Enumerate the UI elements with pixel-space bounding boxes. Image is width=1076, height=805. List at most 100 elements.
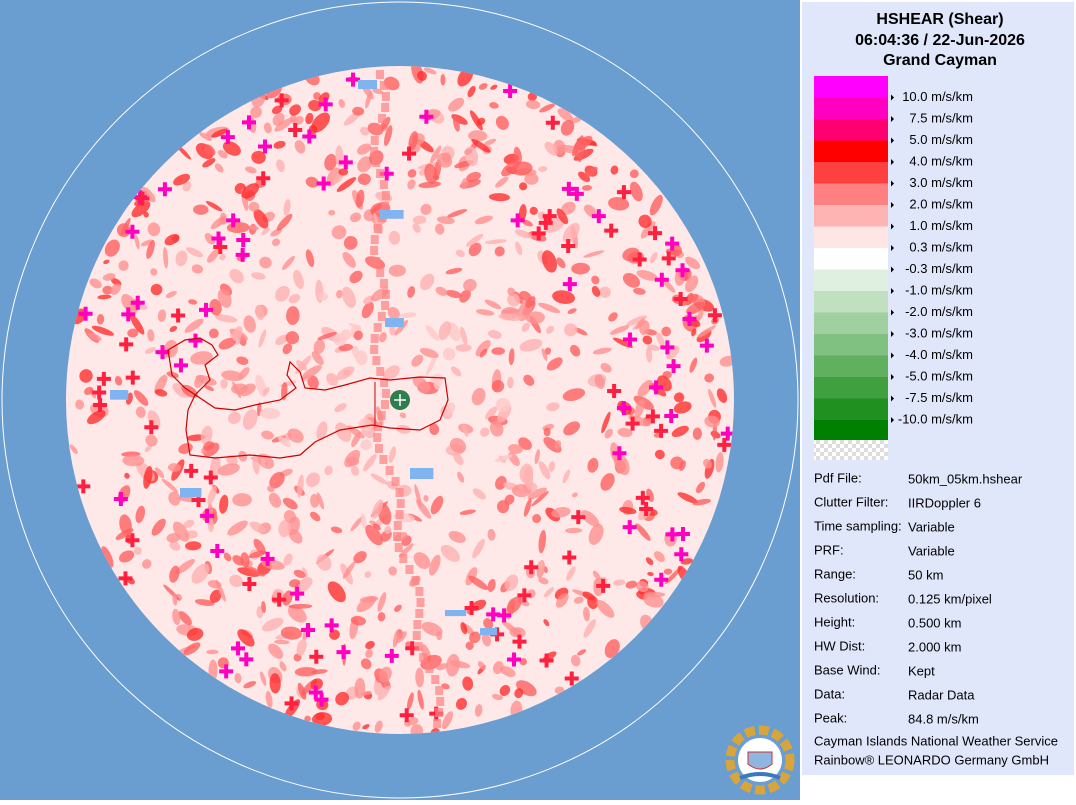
echo: [285, 331, 300, 345]
echo: [199, 132, 213, 141]
echo: [592, 347, 612, 355]
echo-core: [562, 277, 577, 292]
echo-core: [200, 508, 215, 523]
echo-core: [301, 622, 316, 637]
echo-band: [416, 598, 425, 607]
echo: [689, 357, 698, 373]
logo: [725, 725, 795, 795]
echo: [205, 201, 223, 212]
echo: [204, 144, 216, 156]
echo: [716, 388, 728, 403]
echo: [249, 521, 266, 533]
info-value: 0.125 km/pixel: [908, 591, 992, 606]
echo-core: [284, 696, 299, 711]
echo: [263, 122, 272, 134]
echo-core: [184, 463, 199, 478]
echo: [121, 293, 138, 314]
echo: [677, 492, 698, 504]
echo: [537, 560, 544, 569]
clear-echo: [358, 80, 377, 90]
echo: [449, 437, 467, 454]
echo-core: [324, 618, 339, 633]
echo: [229, 268, 244, 284]
echo: [143, 465, 153, 489]
echo: [313, 92, 321, 100]
echo: [172, 608, 181, 626]
echo-band: [414, 642, 423, 651]
echo: [645, 557, 654, 566]
echo: [184, 318, 204, 333]
echo: [523, 466, 534, 490]
range-ring: [1, 1, 799, 799]
echo: [419, 347, 439, 358]
echo: [415, 667, 425, 688]
echo: [538, 461, 551, 480]
echo: [460, 622, 468, 635]
echo-core: [113, 492, 128, 507]
echo: [267, 485, 275, 493]
echo: [217, 288, 232, 308]
clear-echo: [110, 390, 129, 400]
echo: [629, 181, 643, 202]
echo: [485, 406, 498, 420]
echo: [507, 596, 522, 614]
echo: [186, 247, 204, 258]
echo: [227, 520, 248, 536]
echo: [636, 581, 649, 592]
echo: [425, 325, 440, 341]
product-time: 06:04:36 / 22-Jun-2026: [855, 32, 1025, 49]
legend-swatch: [814, 398, 888, 421]
echo-core: [622, 520, 637, 535]
legend-label: 7.5 m/s/km: [909, 110, 973, 125]
echo: [301, 365, 322, 380]
echo: [232, 326, 243, 342]
echo: [464, 148, 472, 156]
echo: [360, 439, 372, 451]
echo: [268, 492, 282, 508]
echo: [335, 422, 352, 442]
echo: [204, 233, 216, 245]
echo: [191, 563, 210, 584]
echo: [430, 495, 444, 515]
echo: [352, 721, 361, 731]
echo-core: [242, 577, 257, 592]
echo: [513, 146, 522, 164]
legend-tick: [891, 309, 894, 316]
echo: [380, 116, 391, 131]
echo: [315, 712, 325, 721]
echo: [413, 552, 431, 569]
echo: [643, 593, 664, 608]
echo: [188, 299, 198, 305]
echo: [221, 370, 244, 382]
echo: [654, 551, 665, 563]
echo: [360, 126, 370, 136]
echo: [692, 498, 712, 506]
echo-core: [604, 223, 619, 238]
echo: [406, 692, 414, 711]
echo: [219, 494, 229, 514]
info-value: 50km_05km.hshear: [908, 471, 1023, 486]
no-data-swatch: [814, 440, 888, 460]
echo: [527, 92, 537, 102]
echo: [445, 267, 463, 275]
echo: [334, 403, 347, 413]
echo: [504, 494, 515, 505]
echo: [582, 591, 595, 601]
echo: [571, 492, 578, 498]
echo-core: [510, 213, 525, 228]
echo-core: [76, 479, 91, 494]
echo-core: [616, 401, 631, 416]
echo: [544, 141, 558, 156]
echo: [335, 691, 349, 706]
echo-band: [372, 257, 381, 266]
echo: [383, 365, 400, 381]
echo: [282, 497, 298, 510]
echo-band: [376, 70, 384, 79]
info-key: Range:: [814, 566, 856, 581]
echo: [150, 268, 158, 276]
echo: [423, 495, 429, 502]
echo: [354, 677, 366, 699]
echo: [130, 314, 145, 335]
island-outline: [167, 337, 449, 459]
